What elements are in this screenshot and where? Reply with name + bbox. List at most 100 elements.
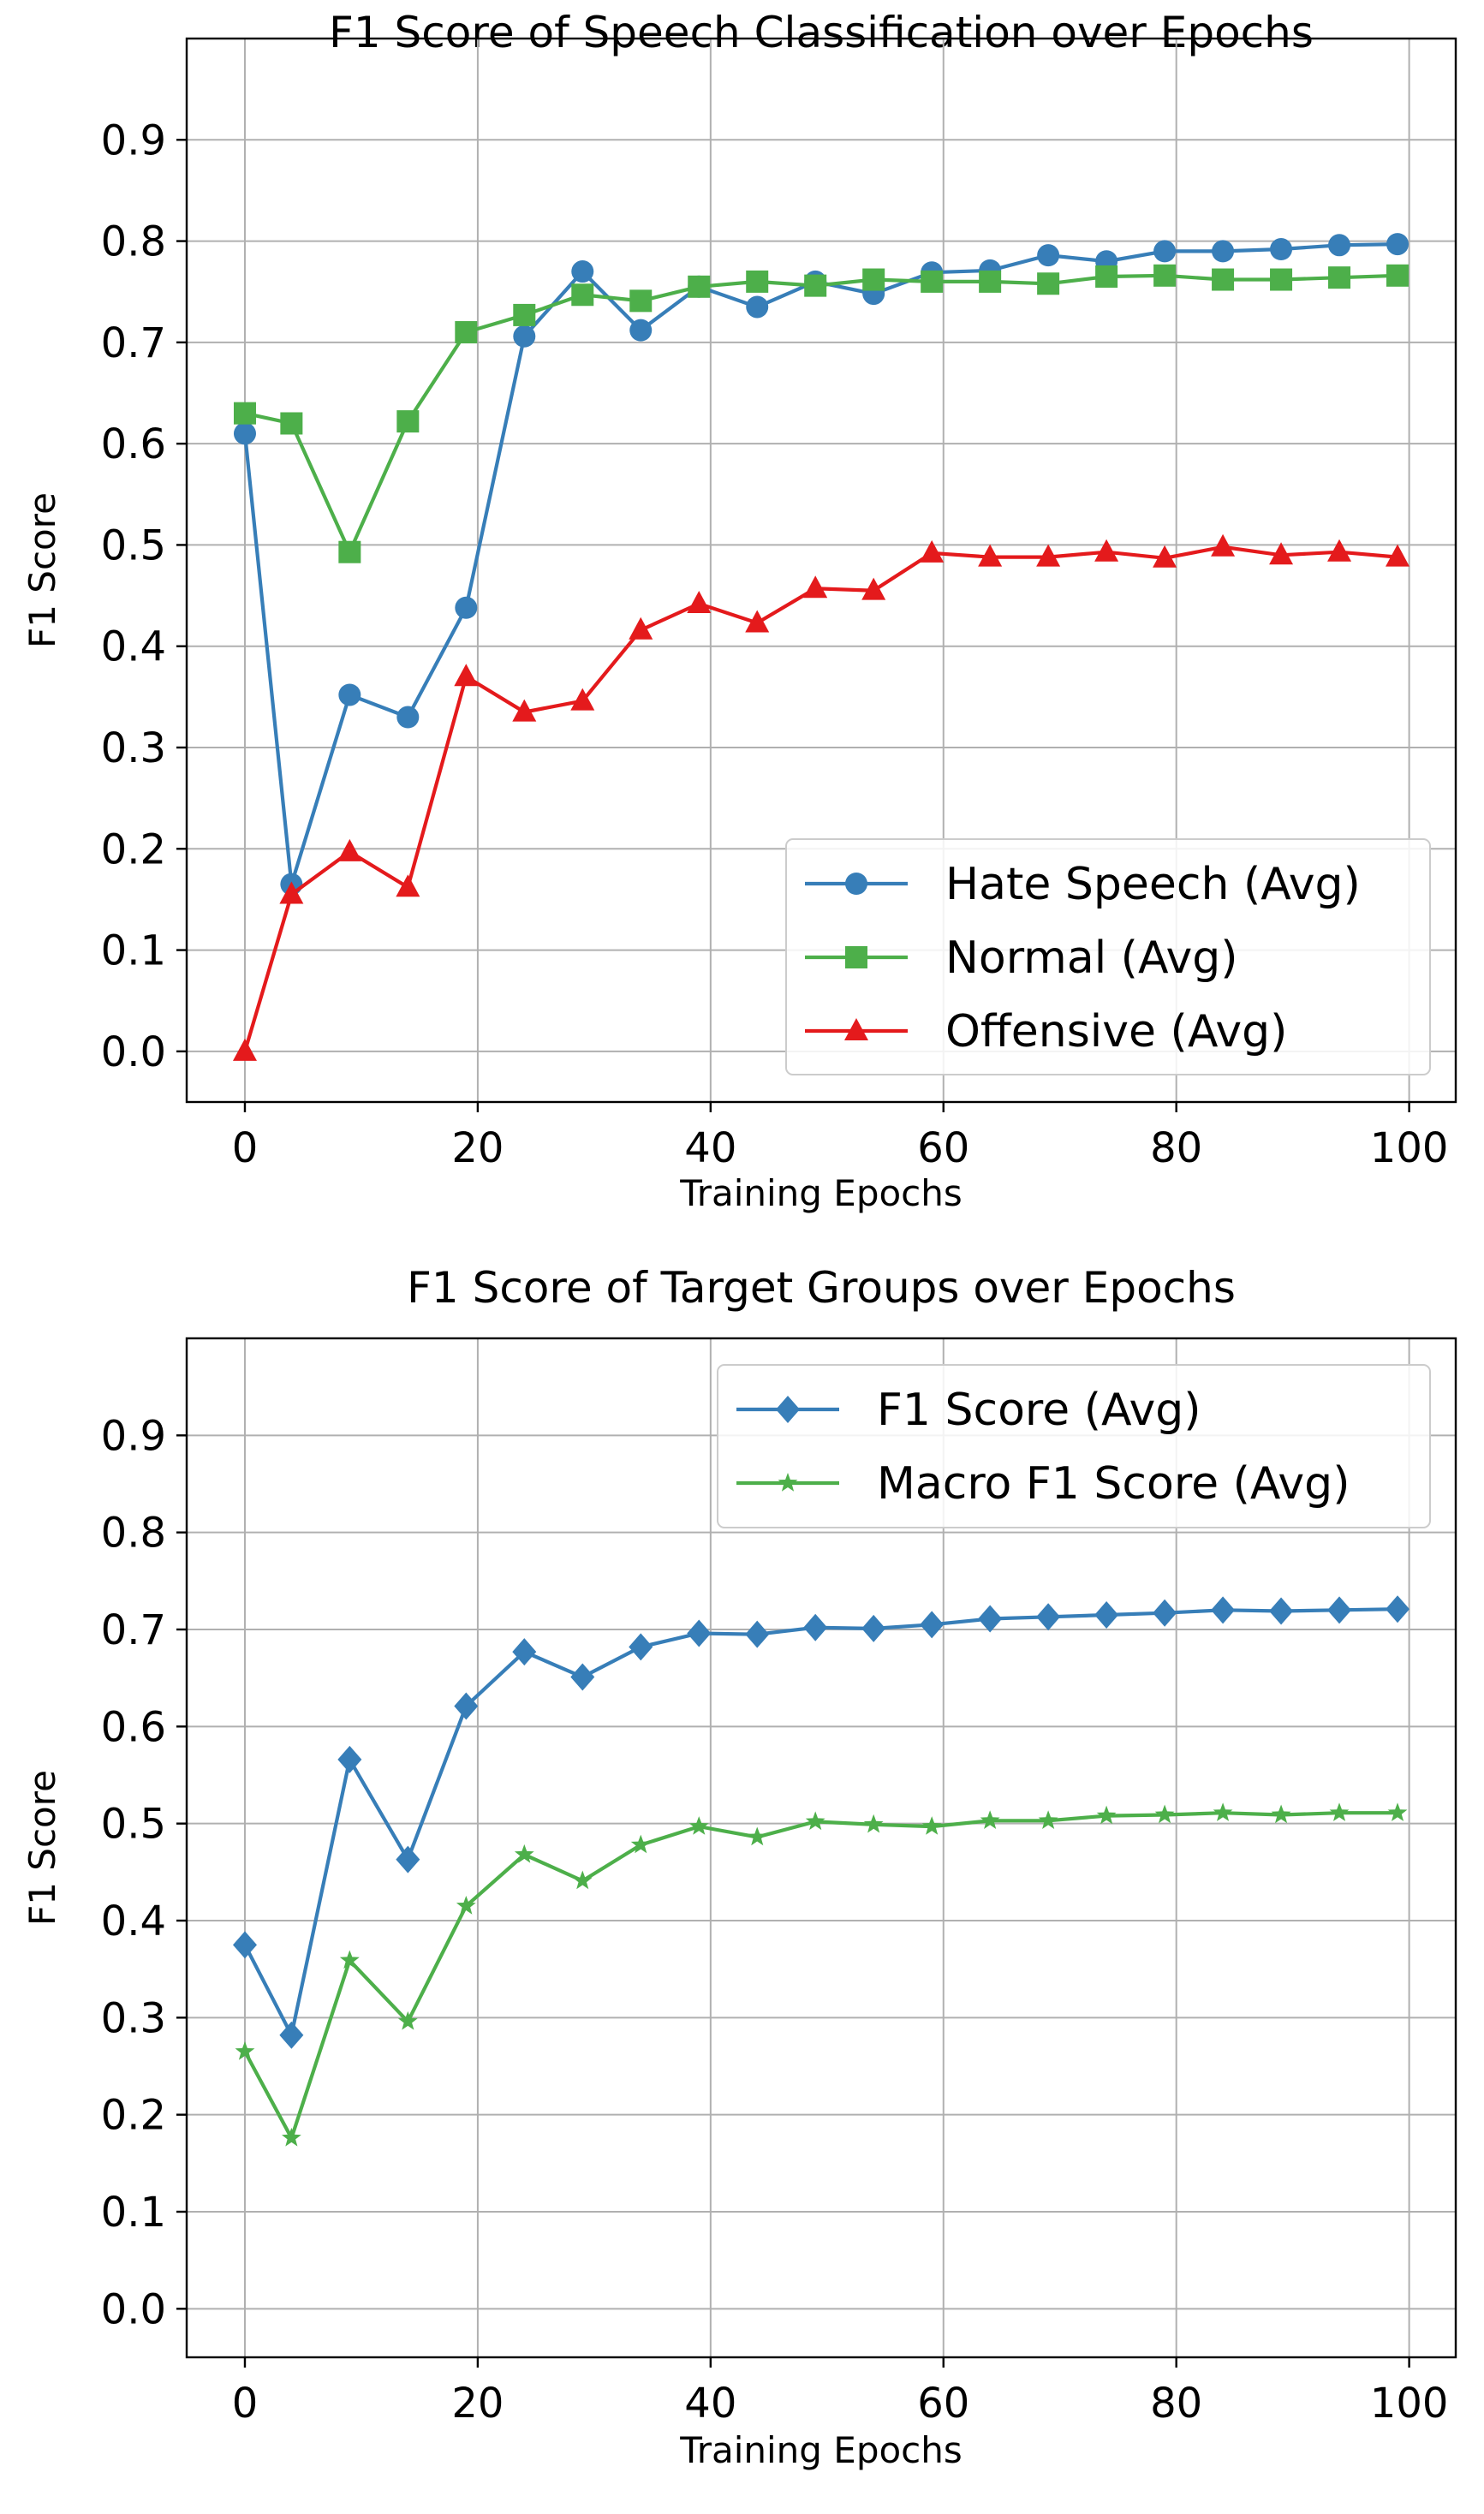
data-point <box>1328 234 1351 257</box>
legend-label: Macro F1 Score (Avg) <box>877 1458 1350 1510</box>
series-square <box>233 264 1410 563</box>
x-tick-label: 40 <box>684 1124 736 1172</box>
data-point <box>513 303 536 326</box>
series-line <box>242 242 1398 885</box>
y-axis-label: F1 Score <box>21 492 63 648</box>
chart-title: F1 Score of Speech Classification over E… <box>329 8 1314 57</box>
legend: Hate Speech (Avg) Normal (Avg) Offensive (… <box>785 838 1431 1075</box>
series-star <box>235 1802 1408 2147</box>
data-point <box>745 1620 770 1648</box>
x-tick-label: 60 <box>917 1124 969 1172</box>
data-point <box>396 706 420 729</box>
data-point <box>920 1611 945 1639</box>
y-tick-label: 0.9 <box>101 1412 166 1460</box>
legend-marker <box>845 873 867 895</box>
data-point <box>1153 545 1177 568</box>
y-tick-label: 0.0 <box>101 1028 166 1076</box>
legend-marker <box>776 1396 800 1423</box>
data-point <box>1153 240 1177 263</box>
y-tick-label: 0.6 <box>101 420 166 468</box>
data-point <box>571 283 594 307</box>
y-tick-label: 0.3 <box>101 724 166 772</box>
data-point <box>279 881 304 904</box>
data-point <box>1037 244 1060 267</box>
data-point <box>279 2021 304 2049</box>
series-diamond <box>232 1595 1410 2049</box>
data-point <box>1094 539 1119 562</box>
data-point <box>745 610 770 633</box>
chart-panel-2: F1 Score of Target Groups over Epochs 0 20… <box>21 1263 1457 2471</box>
data-point <box>1211 533 1236 557</box>
data-point <box>235 2041 255 2060</box>
chart-title: F1 Score of Target Groups over Epochs <box>407 1263 1236 1313</box>
data-point <box>1212 268 1235 291</box>
data-point <box>1036 544 1061 567</box>
data-point <box>396 874 420 897</box>
legend-label: F1 Score (Avg) <box>877 1385 1201 1436</box>
data-point <box>1329 1802 1350 1821</box>
data-point <box>688 275 711 298</box>
data-point <box>1386 544 1410 567</box>
data-point <box>747 1826 767 1846</box>
data-point <box>1036 1603 1061 1631</box>
data-point <box>397 2011 418 2030</box>
data-point <box>1095 265 1118 288</box>
data-point <box>454 664 479 687</box>
y-tick-label: 0.3 <box>101 1994 166 2042</box>
x-tick-label: 100 <box>1370 2380 1449 2428</box>
x-tick-label: 0 <box>232 1124 259 1172</box>
data-point <box>1386 264 1410 287</box>
data-point <box>921 270 944 293</box>
data-point <box>1387 1802 1408 1821</box>
data-point <box>1327 539 1352 562</box>
plot-frame <box>185 1337 1457 2359</box>
y-tick-label: 0.9 <box>101 116 166 164</box>
data-point <box>862 268 885 291</box>
data-point <box>687 1619 712 1647</box>
data-point <box>232 1038 257 1061</box>
legend-box <box>785 838 1431 1075</box>
data-point <box>280 412 303 435</box>
legend-label: Normal (Avg) <box>945 932 1238 984</box>
data-point <box>337 838 362 861</box>
data-point <box>1269 542 1294 565</box>
data-point <box>804 274 827 297</box>
data-point <box>863 1814 884 1833</box>
data-point <box>803 575 828 599</box>
data-point <box>803 1613 828 1641</box>
data-point <box>861 1614 886 1642</box>
data-point <box>1096 1805 1117 1825</box>
data-point <box>805 1811 825 1831</box>
data-point <box>396 1845 420 1874</box>
data-point <box>572 1870 593 1890</box>
data-point <box>629 1633 653 1661</box>
legend-label: Offensive (Avg) <box>945 1006 1287 1057</box>
data-point <box>1270 268 1293 291</box>
data-point <box>1270 238 1293 261</box>
x-tick-label: 60 <box>917 2380 969 2428</box>
data-point <box>980 1810 1000 1829</box>
legend: F1 Score (Avg) Macro F1 Score (Avg) <box>717 1364 1431 1528</box>
x-tick-label: 80 <box>1150 2380 1202 2428</box>
y-axis-label: F1 Score <box>21 1770 63 1926</box>
data-point <box>687 591 712 614</box>
data-point <box>455 596 478 619</box>
data-point <box>1386 1595 1410 1623</box>
data-point <box>512 1638 537 1666</box>
data-point <box>978 1605 1003 1633</box>
y-tick-label: 0.1 <box>101 2189 166 2237</box>
data-point <box>455 321 478 344</box>
y-tick-label: 0.7 <box>101 1606 166 1654</box>
data-point <box>1094 1601 1119 1629</box>
data-point <box>920 539 945 563</box>
y-tick-label: 0.8 <box>101 1510 166 1558</box>
y-tick-label: 0.4 <box>101 1897 166 1945</box>
series-triangle <box>232 533 1410 1061</box>
data-point <box>282 2127 301 2147</box>
data-point <box>570 1663 595 1691</box>
y-tick-label: 0.8 <box>101 218 166 266</box>
y-tick-label: 0.5 <box>101 521 166 569</box>
legend-label: Hate Speech (Avg) <box>945 859 1361 910</box>
data-point <box>921 1816 942 1835</box>
data-point <box>1038 1810 1058 1829</box>
